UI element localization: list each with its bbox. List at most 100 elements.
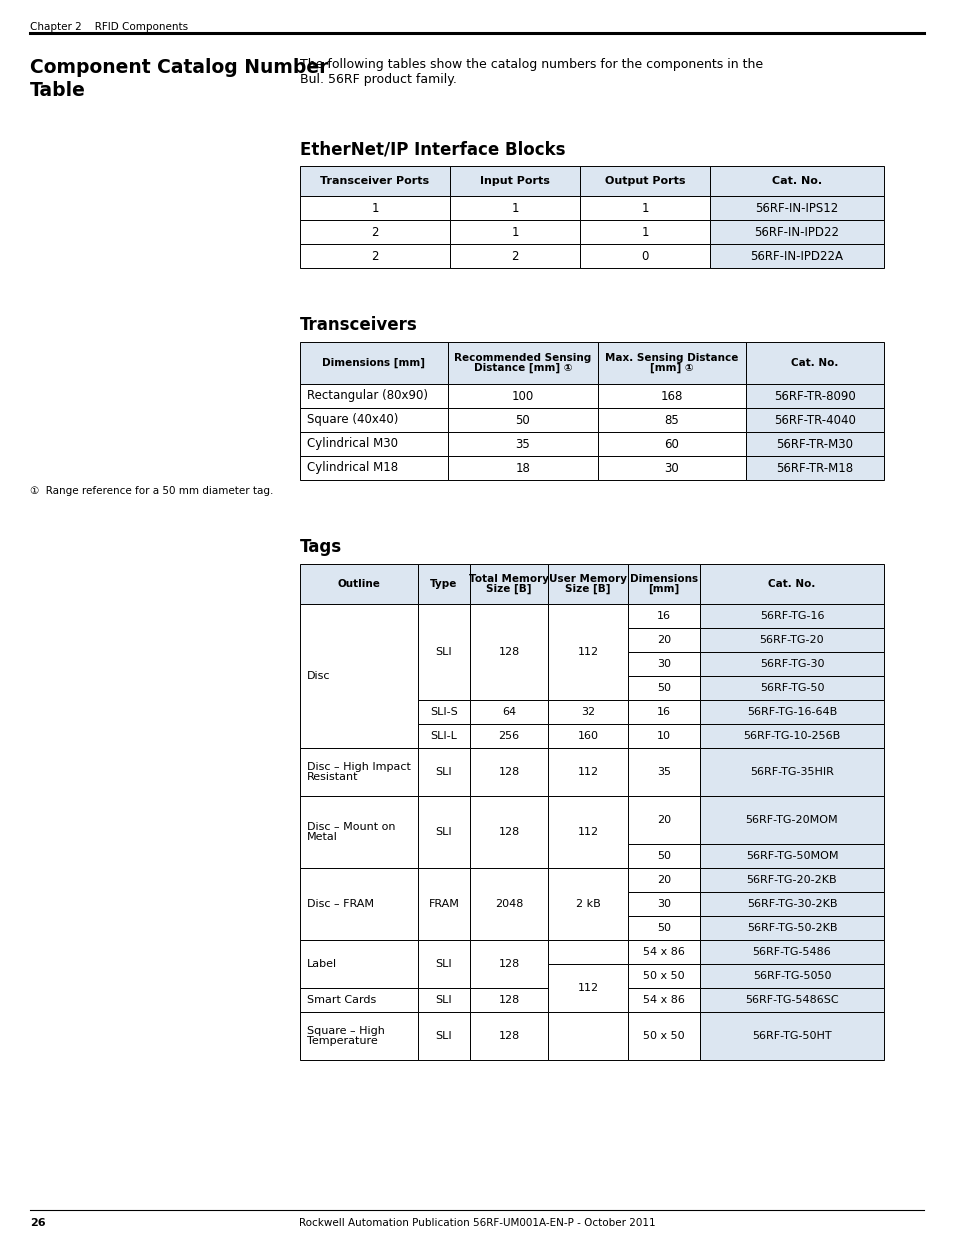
Text: 50: 50	[657, 683, 670, 693]
Bar	[417, 724, 470, 748]
Text: Cylindrical M30: Cylindrical M30	[307, 437, 397, 451]
Text: 60: 60	[664, 437, 679, 451]
Text: SLI-L: SLI-L	[430, 731, 456, 741]
Bar	[448, 408, 598, 432]
Text: 16: 16	[657, 611, 670, 621]
Text: 56RF-IN-IPD22: 56RF-IN-IPD22	[754, 226, 839, 238]
Bar	[417, 564, 470, 604]
Text: Cylindrical M18: Cylindrical M18	[307, 462, 397, 474]
Text: 56RF-IN-IPS12: 56RF-IN-IPS12	[755, 201, 838, 215]
Text: Cat. No.: Cat. No.	[790, 358, 838, 368]
Text: 56RF-TG-20MOM: 56RF-TG-20MOM	[745, 815, 838, 825]
Text: 2: 2	[511, 249, 518, 263]
Text: The following tables show the catalog numbers for the components in the: The following tables show the catalog nu…	[299, 58, 762, 70]
Bar	[627, 1011, 700, 1060]
Bar	[700, 916, 883, 940]
Text: 56RF-TG-50-2KB: 56RF-TG-50-2KB	[746, 923, 837, 932]
Text: 56RF-TG-5486: 56RF-TG-5486	[752, 947, 830, 957]
Text: 56RF-TG-50: 56RF-TG-50	[759, 683, 823, 693]
Text: 128: 128	[497, 1031, 519, 1041]
Text: 20: 20	[657, 815, 670, 825]
Text: Input Ports: Input Ports	[479, 177, 549, 186]
Bar	[547, 1011, 627, 1060]
Text: 56RF-TG-35HIR: 56RF-TG-35HIR	[749, 767, 833, 777]
Bar	[709, 245, 883, 268]
Text: 18: 18	[515, 462, 530, 474]
Text: 2: 2	[371, 249, 378, 263]
Bar	[627, 892, 700, 916]
Bar	[700, 892, 883, 916]
Text: Square (40x40): Square (40x40)	[307, 414, 398, 426]
Bar	[745, 432, 883, 456]
Bar	[627, 844, 700, 868]
Text: 20: 20	[657, 876, 670, 885]
Text: 128: 128	[497, 647, 519, 657]
Text: Rockwell Automation Publication 56RF-UM001A-EN-P - October 2011: Rockwell Automation Publication 56RF-UM0…	[298, 1218, 655, 1228]
Text: User Memory: User Memory	[548, 574, 626, 584]
Bar	[700, 652, 883, 676]
Bar	[700, 700, 883, 724]
Text: Square – High: Square – High	[307, 1026, 384, 1036]
Bar	[627, 604, 700, 629]
Text: 30: 30	[657, 659, 670, 669]
Bar	[627, 988, 700, 1011]
Bar	[700, 604, 883, 629]
Text: 56RF-TR-8090: 56RF-TR-8090	[773, 389, 855, 403]
Text: Disc – Mount on: Disc – Mount on	[307, 823, 395, 832]
Bar	[299, 748, 417, 797]
Text: Transceivers: Transceivers	[299, 316, 417, 333]
Text: Smart Cards: Smart Cards	[307, 995, 375, 1005]
Text: 56RF-TR-M30: 56RF-TR-M30	[776, 437, 853, 451]
Text: 54 x 86: 54 x 86	[642, 995, 684, 1005]
Bar	[470, 724, 547, 748]
Text: 56RF-TG-10-256B: 56RF-TG-10-256B	[742, 731, 840, 741]
Bar	[547, 797, 627, 868]
Text: 1: 1	[511, 226, 518, 238]
Bar	[470, 604, 547, 700]
Text: 26: 26	[30, 1218, 46, 1228]
Text: 56RF-TG-5486SC: 56RF-TG-5486SC	[744, 995, 838, 1005]
Bar	[627, 629, 700, 652]
Text: Recommended Sensing: Recommended Sensing	[454, 353, 591, 363]
Text: Temperature: Temperature	[307, 1036, 377, 1046]
Bar	[417, 604, 470, 700]
Bar	[745, 456, 883, 480]
Text: Rectangular (80x90): Rectangular (80x90)	[307, 389, 428, 403]
Text: Cat. No.: Cat. No.	[767, 579, 815, 589]
Bar	[700, 748, 883, 797]
Text: 35: 35	[515, 437, 530, 451]
Text: Cat. No.: Cat. No.	[771, 177, 821, 186]
Bar	[627, 940, 700, 965]
Text: 56RF-IN-IPD22A: 56RF-IN-IPD22A	[750, 249, 842, 263]
Bar	[547, 700, 627, 724]
Bar	[450, 196, 579, 220]
Bar	[598, 408, 745, 432]
Bar	[299, 940, 417, 988]
Bar	[448, 384, 598, 408]
Text: 2048: 2048	[495, 899, 522, 909]
Text: 56RF-TG-5050: 56RF-TG-5050	[752, 971, 830, 981]
Bar	[598, 456, 745, 480]
Bar	[745, 384, 883, 408]
Bar	[627, 868, 700, 892]
Bar	[627, 797, 700, 844]
Text: FRAM: FRAM	[428, 899, 459, 909]
Text: 50: 50	[515, 414, 530, 426]
Text: Disc – High Impact: Disc – High Impact	[307, 762, 411, 772]
Text: Resistant: Resistant	[307, 772, 358, 782]
Bar	[598, 384, 745, 408]
Bar	[547, 604, 627, 700]
Bar	[547, 965, 627, 1011]
Bar	[579, 165, 709, 196]
Text: 56RF-TG-20: 56RF-TG-20	[759, 635, 823, 645]
Text: 112: 112	[577, 827, 598, 837]
Bar	[709, 220, 883, 245]
Bar	[470, 940, 547, 988]
Text: SLI: SLI	[436, 827, 452, 837]
Bar	[417, 1011, 470, 1060]
Bar	[745, 342, 883, 384]
Bar	[547, 724, 627, 748]
Text: 50 x 50: 50 x 50	[642, 1031, 684, 1041]
Bar	[470, 748, 547, 797]
Text: ①  Range reference for a 50 mm diameter tag.: ① Range reference for a 50 mm diameter t…	[30, 487, 274, 496]
